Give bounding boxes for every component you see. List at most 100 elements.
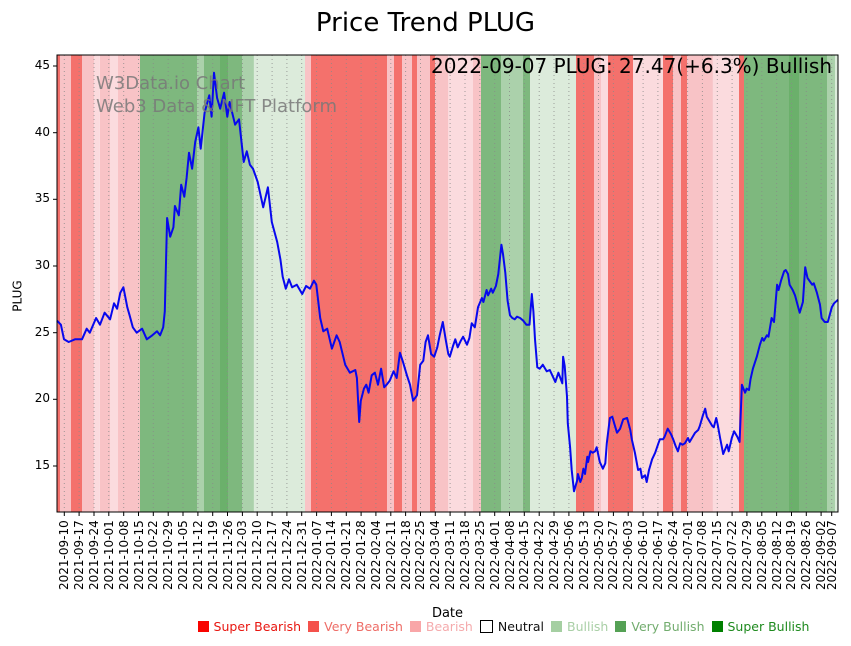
sentiment-band-very_bearish [57,55,60,512]
legend-item-neutral: Neutral [479,619,544,634]
x-tick-label: 2022-06-24 [665,520,680,590]
x-tick-label: 2021-10-01 [101,520,116,590]
x-tick-label: 2021-12-17 [265,520,280,590]
sentiment-band-bullish_soft [835,55,838,512]
sentiment-band-very_bullish [228,55,243,512]
sentiment-legend: Super Bearish Very Bearish Bearish Neutral B… [158,619,849,634]
y-tick-label: 25 [34,324,50,339]
sentiment-band-bearish [435,55,448,512]
sentiment-band-very_bullish [204,55,220,512]
x-tick-label: 2022-01-14 [324,520,339,590]
watermark-line1: W3Data.io Chart [96,73,246,94]
sentiment-band-very_bearish [412,55,417,512]
sentiment-band-bearish [687,55,713,512]
plot-border [56,54,839,513]
legend-item-super-bullish: Super Bullish [711,619,810,634]
sentiment-band-very_bearish [663,55,673,512]
sentiment-band-very_bearish [311,55,387,512]
y-tick-label: 30 [34,257,50,272]
x-axis-label: Date [431,606,464,621]
sentiment-band-very_bullish [481,55,501,512]
legend-swatch-very-bearish [308,621,320,632]
legend-item-very-bullish: Very Bullish [615,619,705,634]
sentiment-band-very_bearish [608,55,633,512]
x-tick-label: 2022-01-07 [309,520,324,590]
x-tick-label: 2022-01-21 [339,520,354,590]
x-tick-label: 2022-06-17 [650,520,665,590]
watermark: W3Data.io Chart Web3 Data & NFT Platform [96,72,337,118]
legend-swatch-bullish [551,621,562,632]
x-tick-label: 2022-02-04 [368,520,383,590]
sentiment-band-bullish [197,55,204,512]
x-tick-label: 2022-05-13 [576,520,591,590]
legend-swatch-very-bullish [615,621,627,632]
x-tick-label: 2021-11-12 [190,520,205,590]
x-tick-label: 2022-05-27 [606,520,621,590]
x-tick-label: 2022-02-18 [398,520,413,590]
legend-label: Super Bullish [727,619,810,634]
last-price-annotation: 2022-09-07 PLUG: 27.47(+6.3%) Bullish [431,54,832,78]
legend-label: Super Bearish [213,619,302,634]
chart-title: Price Trend PLUG [315,8,536,38]
sentiment-band-bearish_soft [448,55,473,512]
y-tick-label: 40 [34,124,50,139]
x-tick-label: 2021-12-31 [294,520,309,590]
x-tick-label: 2022-08-19 [784,520,799,590]
legend-label: Very Bearish [324,619,403,634]
legend-item-very-bearish: Very Bearish [308,619,403,634]
y-tick-label: 15 [34,457,50,472]
x-tick-label: 2022-07-15 [710,520,725,590]
x-tick-label: 2022-07-29 [739,520,754,590]
x-tick-label: 2022-04-29 [547,520,562,590]
legend-swatch-neutral [479,620,493,633]
x-tick-label: 2022-03-18 [457,520,472,590]
sentiment-band-bullish [242,55,254,512]
sentiment-band-bullish [827,55,835,512]
sentiment-band-bearish [417,55,430,512]
x-tick-label: 2021-10-22 [146,520,161,590]
x-tick-label: 2022-06-03 [621,520,636,590]
sentiment-band-bearish_soft [601,55,608,512]
sentiment-band-bearish [100,55,111,512]
x-tick-label: 2022-07-01 [680,520,695,590]
price-line [56,71,839,493]
x-tick-label: 2021-10-29 [161,520,176,590]
x-tick-label: 2022-07-22 [725,520,740,590]
sentiment-band-bearish [673,55,681,512]
y-tick-label: 35 [34,191,50,206]
x-tick-label: 2022-04-08 [502,520,517,590]
plot-area [53,54,839,516]
x-tick-label: 2022-07-08 [695,520,710,590]
sentiment-band-bearish [118,55,140,512]
sentiment-band-very_bullish [523,55,530,512]
y-tick-label: 20 [34,391,50,406]
x-tick-label: 2022-08-26 [799,520,814,590]
sentiment-band-bearish_soft [110,55,118,512]
watermark-line2: Web3 Data & NFT Platform [96,96,338,117]
x-tick-label: 2022-04-22 [532,520,547,590]
x-tick-label: 2021-11-19 [205,520,220,590]
sentiment-band-bearish [594,55,601,512]
x-tick-label: 2022-09-07 [824,520,839,590]
x-tick-label: 2021-09-24 [86,520,101,590]
x-tick-label: 2021-10-15 [131,520,146,590]
legend-swatch-bearish [409,621,421,632]
x-tick-label: 2022-01-28 [354,520,369,590]
legend-item-bearish: Bearish [409,619,473,634]
plot-canvas [53,54,839,516]
sentiment-band-bullish [501,55,523,512]
sentiment-band-bearish [60,55,71,512]
x-tick-label: 2021-11-05 [176,520,191,590]
legend-label: Very Bullish [631,619,705,634]
x-tick-label: 2022-08-05 [754,520,769,590]
legend-label: Bearish [425,619,473,634]
x-tick-label: 2022-05-06 [561,520,576,590]
y-tick-label: 45 [34,58,50,72]
x-tick-label: 2022-03-04 [428,520,443,590]
sentiment-band-bearish [402,55,412,512]
legend-swatch-super-bearish [197,621,209,632]
x-tick-label: 2021-09-10 [57,520,72,590]
sentiment-band-bearish [473,55,481,512]
x-tick-label: 2022-04-01 [487,520,502,590]
